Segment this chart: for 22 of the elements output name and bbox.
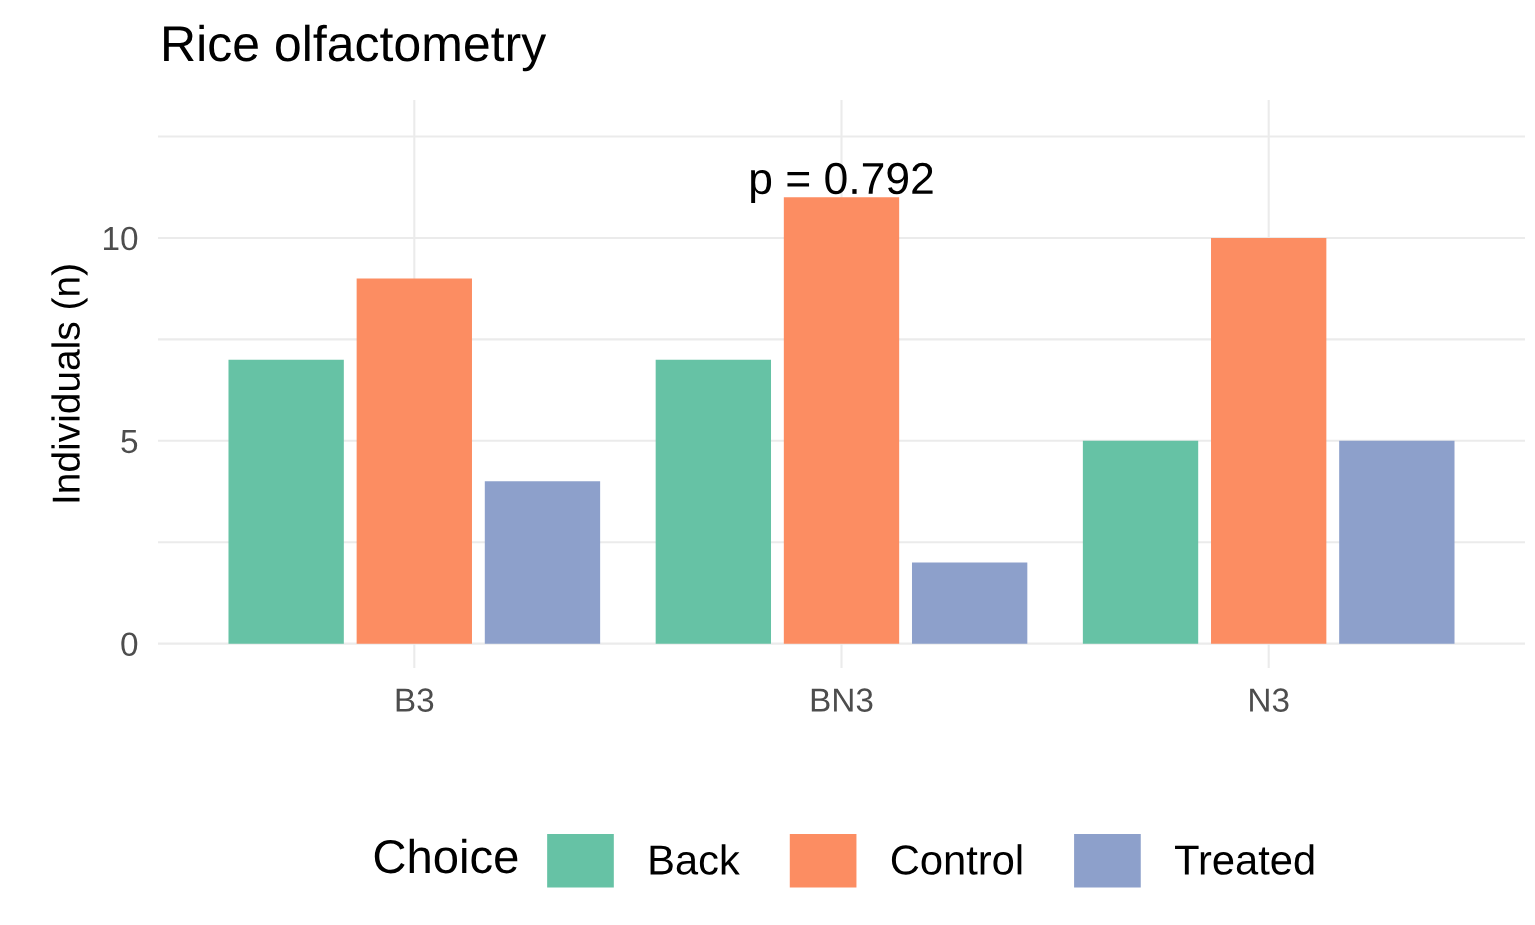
y-axis-title: Individuals (n) <box>51 265 88 502</box>
legend-label: Treated <box>1175 844 1314 875</box>
annotation: p = 0.792 <box>751 162 933 204</box>
bar <box>783 197 900 644</box>
y-tick-label: 10 <box>104 226 138 251</box>
bar <box>356 278 472 644</box>
legend-label: Control <box>891 844 1022 875</box>
bar <box>1211 237 1327 644</box>
legend-title: Choice <box>374 838 518 874</box>
legend-label: Back <box>650 844 740 875</box>
bar <box>911 562 1028 644</box>
bar <box>1339 440 1455 644</box>
y-tick-label: 5 <box>121 429 138 454</box>
x-tick-label: B3 <box>396 688 434 712</box>
x-tick-label: N3 <box>1250 688 1289 712</box>
bar <box>228 359 344 644</box>
y-tick-label: 0 <box>121 632 138 657</box>
x-tick-label: BN3 <box>811 688 873 712</box>
bar <box>1082 440 1199 644</box>
bar <box>655 359 772 644</box>
bar <box>484 481 601 644</box>
chart-title: Rice olfactometry <box>164 24 547 72</box>
